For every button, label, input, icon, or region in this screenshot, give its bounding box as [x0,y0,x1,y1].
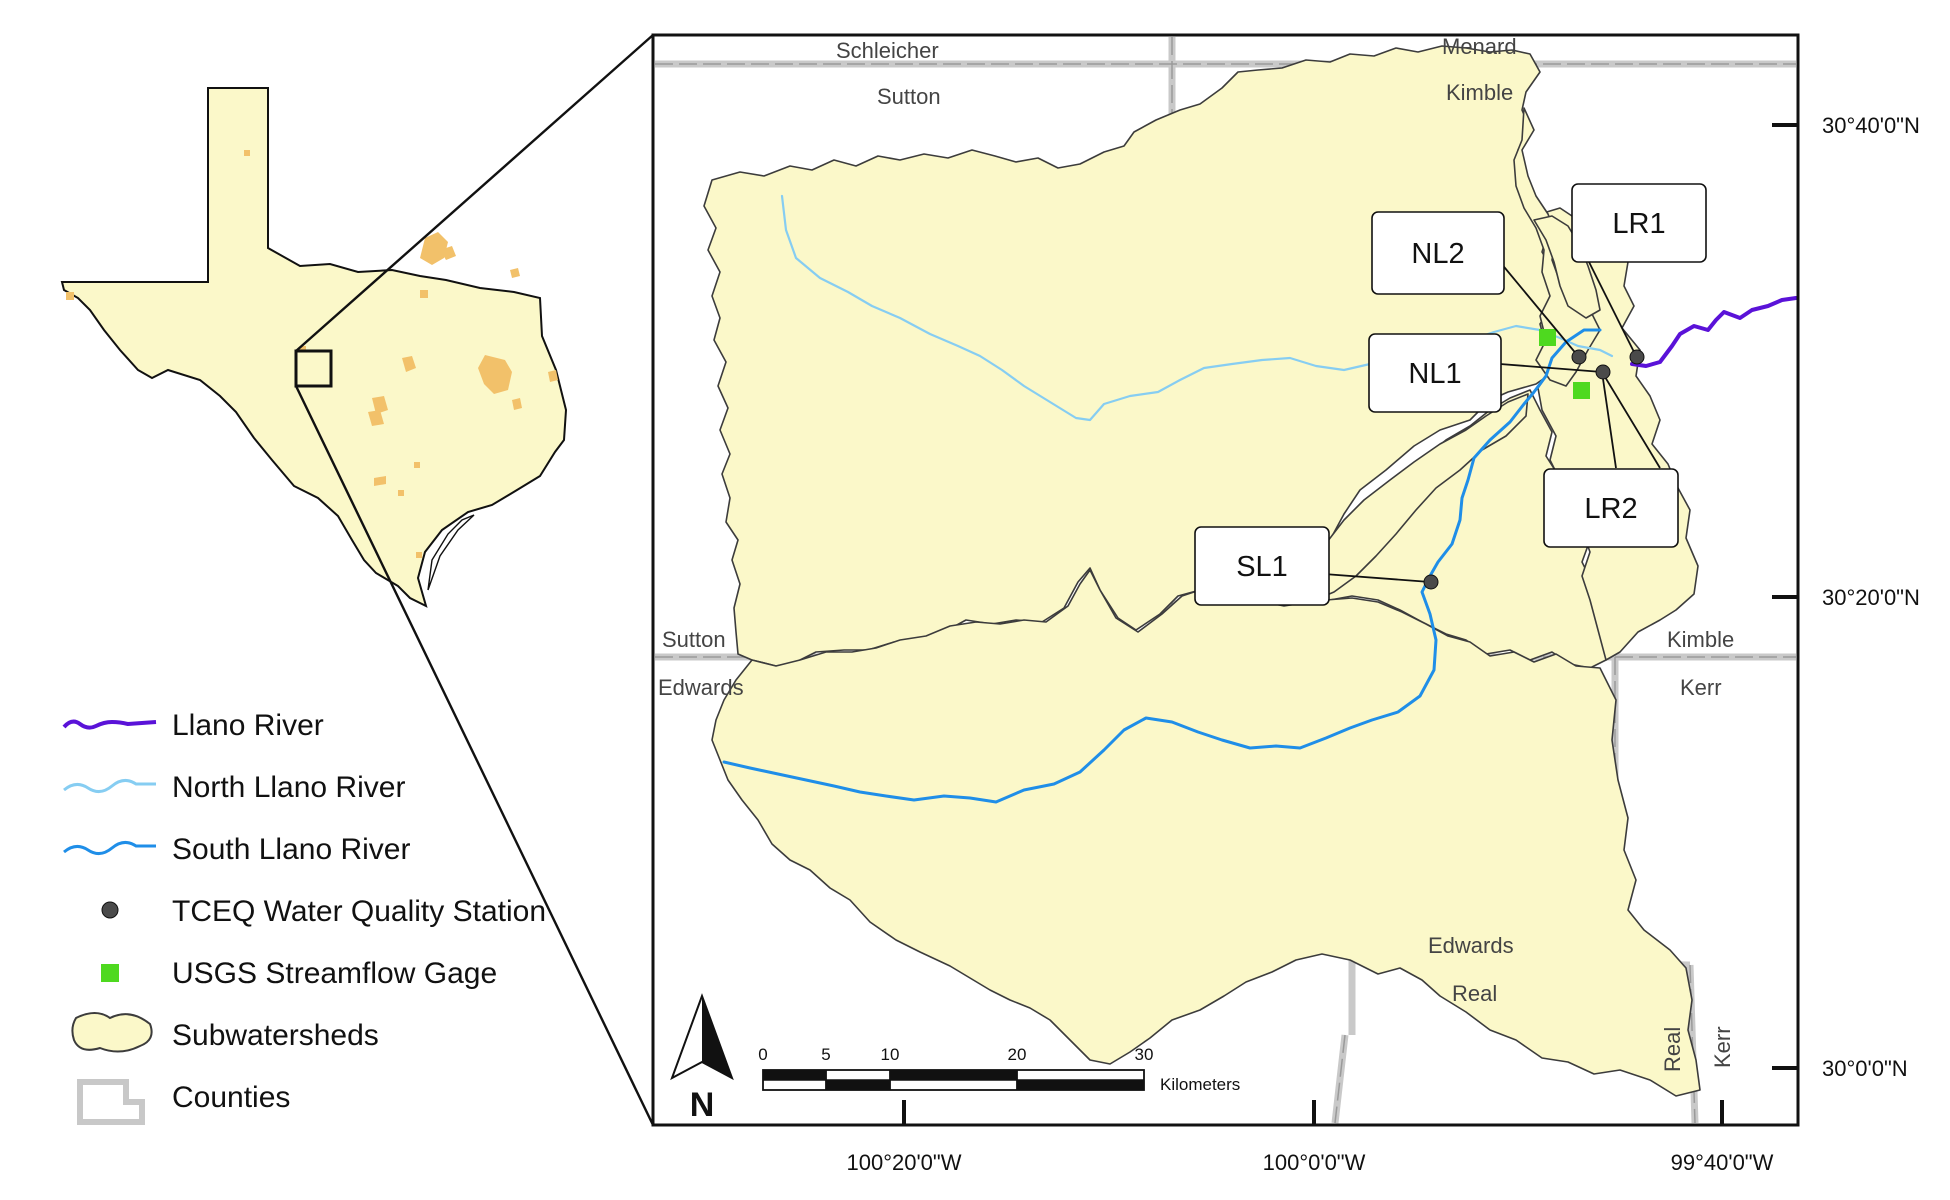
legend-label-tceq-station: TCEQ Water Quality Station [172,895,546,928]
legend-label-llano-river: Llano River [172,709,324,742]
legend-label-north-llano-river: North Llano River [172,771,405,804]
subwatershed-south-llano-upper [711,569,1701,1097]
county-label-sutton-south: Sutton [662,627,726,652]
tceq-stations [1423,349,1645,590]
county-label-kimble-east: Kimble [1667,627,1734,652]
legend-label-usgs-gage: USGS Streamflow Gage [172,957,497,990]
llano-river [1630,296,1798,368]
texas-outline [60,87,568,608]
county-label-schleicher: Schleicher [836,38,939,63]
scale-tick-5: 5 [821,1045,830,1064]
coastal-island [427,514,475,591]
study-area-box [294,349,333,388]
station-dot-icon [101,901,119,919]
county-label-kimble-north: Kimble [1446,80,1513,105]
scale-bar: 0 5 10 20 30 Kilometers [758,1045,1240,1094]
callout-box-sl1 [1194,526,1330,606]
llano-river-line-icon [62,719,157,730]
longitude-label-3: 99°40'0"W [1671,1150,1774,1175]
callout-box-nl2 [1371,211,1505,295]
callout-box-lr1 [1571,183,1707,263]
county-label-edwards-west: Edwards [658,675,744,700]
station-label-lr2: LR2 [1584,493,1637,525]
station-dot-nl1 [1595,364,1611,380]
callout-box-nl1 [1368,333,1502,413]
south-llano-river-line-icon [63,841,156,855]
callout-leaders [1323,259,1661,583]
county-label-real-vertical: Real [1660,1027,1685,1072]
station-dot-sl1 [1423,574,1439,590]
county-swatch-icon [77,1079,145,1125]
rivers [722,194,1798,804]
county-label-edwards-south: Edwards [1428,933,1514,958]
station-label-lr1: LR1 [1612,208,1665,240]
subwatershed-nl1 [1513,107,1601,387]
county-label-real: Real [1452,981,1497,1006]
legend-label-south-llano-river: South Llano River [172,833,410,866]
zoom-line-top [295,34,654,352]
north-arrow-label: N [690,1086,715,1124]
zoom-line-bottom [294,385,655,1126]
callout-box-lr2 [1543,468,1679,548]
subwatershed-swatch-icon [71,1012,153,1053]
usgs-gage-north [1539,329,1556,346]
scale-unit: Kilometers [1160,1075,1240,1094]
latitude-label-1: 30°40'0"N [1822,113,1920,138]
longitude-label-1: 100°20'0"W [847,1150,962,1175]
subwatershed-nl2 [1533,215,1601,319]
usgs-gage-south [1573,382,1590,399]
legend-label-counties: Counties [172,1081,290,1114]
latitude-label-3: 30°0'0"N [1822,1056,1908,1081]
urban-areas [66,150,558,558]
legend-label-subwatersheds: Subwatersheds [172,1019,379,1052]
north-llano-river-line-icon [63,779,156,793]
county-labels: Schleicher Menard Sutton Kimble Sutton K… [658,34,1735,1072]
station-label-sl1: SL1 [1236,551,1288,583]
main-map: LR1 NL2 NL1 LR2 SL1 Schleicher Menard Su… [651,33,1800,1127]
county-label-kerr-vertical: Kerr [1710,1026,1735,1068]
county-label-sutton-north: Sutton [877,84,941,109]
station-callouts: LR1 NL2 NL1 LR2 SL1 [1194,183,1707,606]
south-llano-river [722,328,1602,804]
latitude-ticks [1772,123,1798,1070]
latitude-label-2: 30°20'0"N [1822,585,1920,610]
station-dot-lr1 [1629,349,1645,365]
county-label-kerr-north: Kerr [1680,675,1722,700]
station-label-nl2: NL2 [1411,238,1464,270]
texas-overview-map [60,87,568,608]
scale-tick-20: 20 [1008,1045,1027,1064]
scale-tick-0: 0 [758,1045,767,1064]
north-arrow: N [670,993,734,1124]
longitude-label-2: 100°0'0"W [1263,1150,1366,1175]
longitude-ticks [902,1100,1724,1125]
station-label-nl1: NL1 [1408,358,1461,390]
scale-tick-10: 10 [881,1045,900,1064]
gage-square-icon [101,964,119,982]
north-llano-river [780,194,1614,422]
county-label-menard: Menard [1442,34,1517,59]
station-dot-nl2 [1571,349,1587,365]
map-frame [651,33,1800,1127]
scale-tick-30: 30 [1135,1045,1154,1064]
legend: Llano River North Llano River South Llan… [62,709,546,1125]
